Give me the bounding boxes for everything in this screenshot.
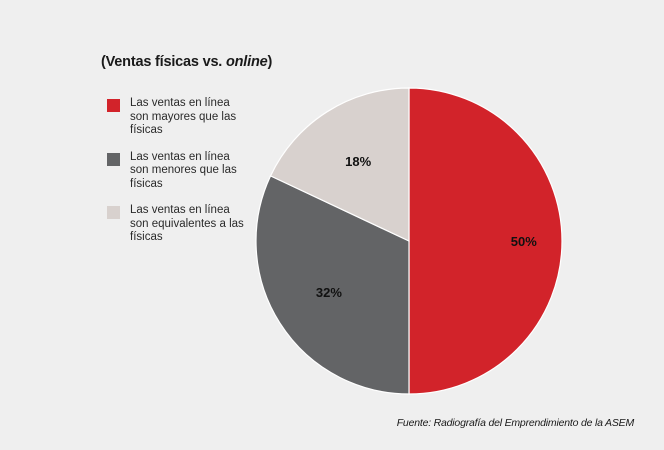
- legend-swatch-equivalentes: [107, 206, 120, 219]
- chart-legend: Las ventas en línea son mayores que las …: [107, 97, 257, 258]
- legend-item-mayores: Las ventas en línea son mayores que las …: [107, 97, 257, 138]
- pie-slice-mayores: [408, 87, 563, 395]
- pie-label-menores: 32%: [316, 285, 342, 300]
- pie-slice-equivalentes: [269, 87, 410, 242]
- chart-title: (Ventas físicas vs. online): [101, 54, 273, 70]
- pie-label-mayores: 50%: [511, 234, 537, 249]
- pie-slice-menores: [255, 175, 410, 395]
- legend-item-menores: Las ventas en línea son menores que las …: [107, 151, 257, 192]
- legend-label-mayores: Las ventas en línea son mayores que las …: [130, 97, 237, 136]
- legend-swatch-mayores: [107, 99, 120, 112]
- legend-item-equivalentes: Las ventas en línea son equivalentes a l…: [107, 204, 257, 245]
- legend-label-menores: Las ventas en línea son menores que las …: [130, 150, 237, 190]
- legend-label-equivalentes: Las ventas en línea son equivalentes a l…: [130, 204, 244, 243]
- legend-swatch-menores: [107, 152, 120, 166]
- pie-label-equivalentes: 18%: [345, 154, 371, 169]
- source-note: Fuente: Radiografía del Emprendimiento d…: [396, 417, 634, 429]
